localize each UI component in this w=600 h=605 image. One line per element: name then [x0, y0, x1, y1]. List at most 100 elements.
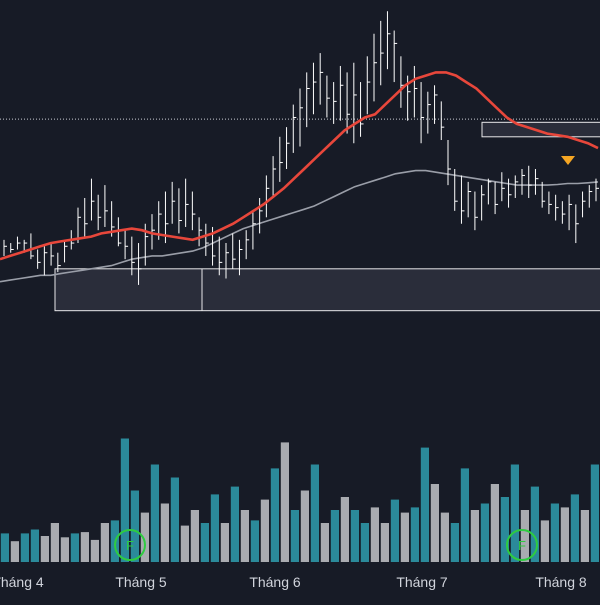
volume-bar [220, 523, 229, 562]
volume-bar [260, 499, 269, 562]
price-bar [447, 140, 451, 186]
price-bar [312, 62, 317, 115]
price-bar [420, 82, 425, 144]
x-tick-label: Tháng 5 [115, 574, 167, 590]
price-bar [440, 101, 445, 141]
price-bar [346, 72, 351, 134]
price-bar [232, 233, 236, 269]
price-bar [84, 197, 88, 237]
price-bar [185, 178, 189, 227]
price-bar [427, 91, 431, 134]
markers-layer [561, 155, 575, 165]
price-bar [400, 56, 404, 108]
volume-bar [310, 464, 319, 562]
x-tick-label: Tháng 6 [249, 574, 301, 590]
price-bar [521, 169, 525, 195]
ema-slow-line [0, 169, 599, 283]
price-bar [259, 197, 263, 234]
volume-bar [120, 438, 129, 562]
event-badge-ring [506, 529, 538, 561]
price-bar [454, 169, 458, 211]
volume-bar [400, 512, 409, 562]
ema-fast-line [0, 71, 599, 261]
volume-bar [160, 503, 169, 562]
volume-bar [230, 486, 239, 562]
volume-bar [420, 447, 429, 562]
price-bar [3, 239, 7, 256]
x-tick-label: Tháng 8 [535, 574, 587, 590]
volume-bar [510, 464, 519, 562]
volume-bar [300, 490, 309, 562]
time-axis: Tháng 4 Tháng 5 Tháng 6 Tháng 7 Tháng 8 [0, 574, 587, 590]
volume-bar [150, 464, 159, 562]
volume-bar [30, 529, 39, 562]
price-bar [460, 175, 465, 224]
event-badge-ring [114, 529, 146, 561]
volume-bar [90, 539, 99, 562]
price-bar [393, 30, 398, 83]
circle-letter-icon: F [114, 529, 146, 561]
volume-bar [390, 499, 399, 562]
volume-bar [560, 507, 569, 562]
price-bar [548, 191, 552, 215]
price-bar [252, 210, 256, 250]
price-bar [138, 243, 142, 285]
price-bar [90, 178, 95, 221]
price-bar [534, 169, 539, 195]
price-bar [16, 236, 21, 250]
zones-layer [54, 121, 600, 312]
price-bar [333, 82, 337, 124]
price-bar [467, 181, 472, 218]
price-bar [474, 191, 478, 231]
price-bar [306, 72, 310, 128]
volume-bar [0, 533, 9, 562]
price-bar [582, 191, 586, 218]
volume-bar [460, 468, 469, 562]
price-bar [272, 156, 277, 198]
price-bar [171, 181, 176, 224]
volume-bar [60, 537, 69, 562]
price-bar [481, 185, 485, 221]
price-bar [487, 178, 492, 205]
price-bar [50, 243, 55, 266]
price-bar [380, 20, 384, 86]
price-bar [386, 11, 391, 70]
price-bar [10, 243, 14, 253]
volume-bar [140, 512, 149, 562]
volume-bar [500, 497, 509, 562]
price-bar [225, 243, 229, 279]
ema-slow-layer [0, 169, 599, 283]
event-badge-letter: F [518, 538, 526, 553]
volume-bar [360, 523, 369, 562]
volume-bar [130, 490, 139, 562]
volume-bar [10, 541, 19, 562]
price-bar [568, 194, 573, 231]
triangle-down-icon [561, 155, 575, 165]
price-bar [360, 82, 364, 137]
price-bar [508, 178, 512, 208]
volume-bar [210, 494, 219, 562]
price-bar [555, 194, 559, 221]
volume-bar [240, 510, 249, 562]
volume-bar [70, 533, 79, 562]
price-bar [299, 88, 303, 147]
price-bar [413, 65, 418, 118]
ema-fast-layer [0, 71, 599, 261]
volume-bar [430, 484, 439, 562]
volume-bar [280, 442, 289, 562]
volume-bar [530, 486, 539, 562]
price-bar [353, 62, 357, 144]
volume-bar [550, 503, 559, 562]
price-bar [218, 236, 223, 276]
price-bar [198, 217, 203, 247]
volume-bar [580, 510, 589, 562]
price-bar [97, 194, 102, 231]
volume-bar [40, 536, 49, 562]
resistance-zone [481, 121, 600, 138]
price-bar [205, 223, 209, 256]
volume-bar [180, 525, 189, 562]
volume-bar [80, 532, 89, 562]
